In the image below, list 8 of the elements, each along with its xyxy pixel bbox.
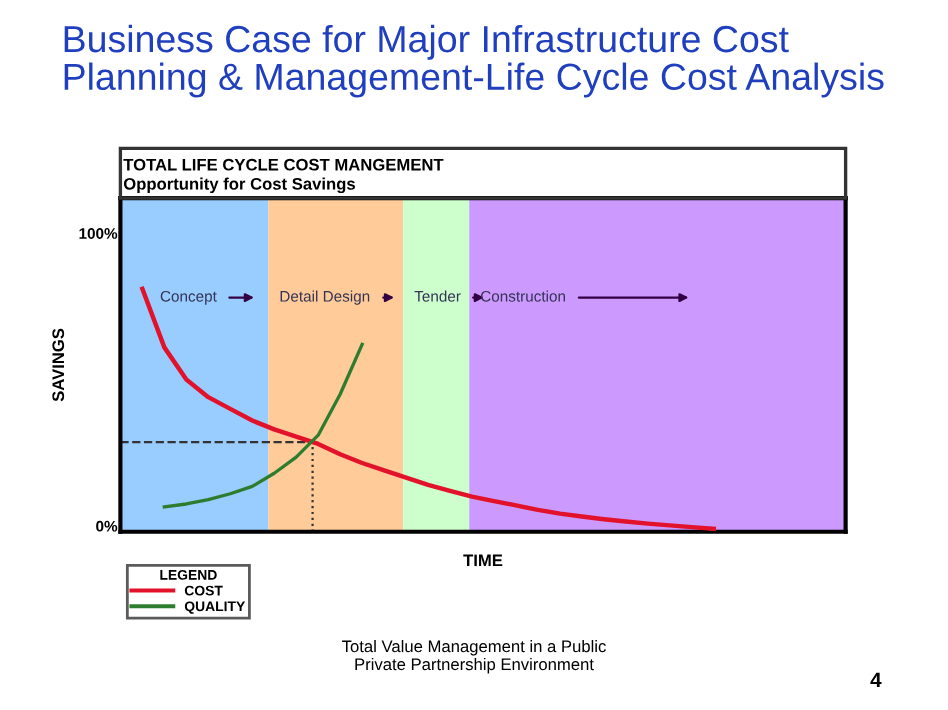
line-series	[140, 286, 716, 532]
line-series	[162, 342, 364, 509]
x-axis-title: TIME	[463, 554, 503, 567]
chart-title: Business Case for Major Infrastructure Cost Planning & Management-Life Cycle Cost Analysis	[64, 24, 884, 98]
text: 4	[870, 672, 882, 687]
text: Total Value Management in a Public Private Partnership Environment	[342, 640, 606, 674]
chart-subtitle: TOTAL LIFE CYCLE COST MANGEMENT Opportunity for Cost Savings	[123, 158, 444, 194]
y-axis-title: SAVINGS	[52, 328, 65, 402]
